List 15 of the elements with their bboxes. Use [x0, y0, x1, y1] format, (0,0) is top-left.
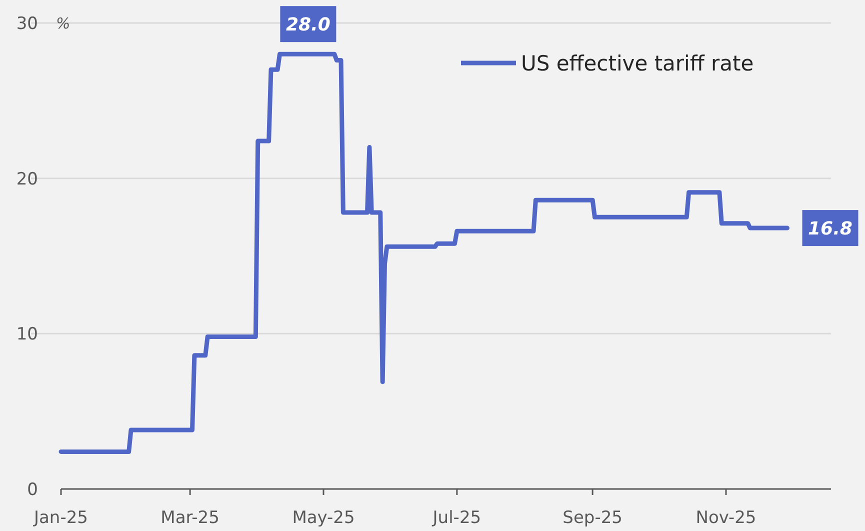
x-tick-label: Jul-25 — [432, 508, 482, 528]
x-tick-label: Mar-25 — [160, 508, 220, 528]
y-tick-label: 30 — [16, 14, 38, 34]
annotation: 28.0 — [286, 14, 330, 36]
y-axis-title: % — [56, 14, 70, 32]
x-tick-label: Nov-25 — [696, 508, 756, 528]
line-series — [58, 52, 790, 454]
legend-label: US effective tariff rate — [521, 51, 754, 76]
x-tick-label: Sep-25 — [562, 508, 622, 528]
y-tick-label: 10 — [16, 324, 38, 345]
x-tick-label: May-25 — [292, 508, 355, 528]
annotation: 16.8 — [808, 218, 852, 240]
y-tick-label: 20 — [16, 169, 38, 190]
x-tick-label: Jan-25 — [33, 508, 88, 528]
y-tick-label: 0 — [27, 480, 38, 500]
